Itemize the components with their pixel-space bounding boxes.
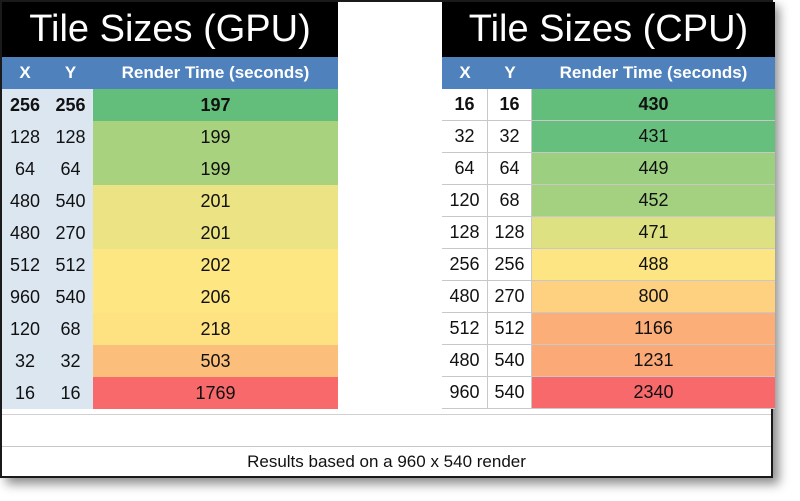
- gpu-header-x: X: [19, 63, 31, 82]
- cell-x: 256: [2, 89, 48, 121]
- cell-render-time: 199: [93, 153, 338, 185]
- table-row: 960 540 2340: [442, 377, 775, 409]
- table-row: 480 270 800: [442, 281, 775, 313]
- cell-y: 540: [488, 377, 532, 408]
- cell-render-time: 431: [532, 121, 775, 152]
- cell-render-time: 199: [93, 121, 338, 153]
- cell-y: 64: [48, 153, 93, 185]
- cell-x: 128: [2, 121, 48, 153]
- cell-render-time: 206: [93, 281, 338, 313]
- gpu-rows: 256 256 197 128 128 199 64 64 199 480 540 201 480 270…: [2, 89, 338, 409]
- cell-x: 256: [442, 249, 488, 280]
- cell-y: 64: [488, 153, 532, 184]
- cell-y: 256: [488, 249, 532, 280]
- cell-y: 68: [48, 313, 93, 345]
- table-row: 32 32 431: [442, 121, 775, 153]
- table-row: 128 128 471: [442, 217, 775, 249]
- table-row: 16 16 1769: [2, 377, 338, 409]
- table-row: 120 68 452: [442, 185, 775, 217]
- cell-x: 960: [442, 377, 488, 408]
- divider: [2, 414, 771, 415]
- cell-y: 256: [48, 89, 93, 121]
- gpu-title: Tile Sizes (GPU): [2, 2, 338, 57]
- cell-x: 64: [2, 153, 48, 185]
- cpu-header-row: X Y Render Time (seconds): [442, 57, 775, 89]
- table-row: 256 256 488: [442, 249, 775, 281]
- cell-x: 16: [442, 89, 488, 120]
- cell-x: 16: [2, 377, 48, 409]
- table-row: 960 540 206: [2, 281, 338, 313]
- table-row: 512 512 1166: [442, 313, 775, 345]
- cpu-panel: Tile Sizes (CPU) X Y Render Time (second…: [442, 2, 775, 409]
- cell-render-time: 201: [93, 217, 338, 249]
- cpu-header-y: Y: [504, 63, 516, 82]
- cell-x: 120: [2, 313, 48, 345]
- table-row: 64 64 199: [2, 153, 338, 185]
- table-row: 480 270 201: [2, 217, 338, 249]
- cell-y: 540: [48, 185, 93, 217]
- footer-note: Results based on a 960 x 540 render: [2, 446, 771, 477]
- cell-render-time: 503: [93, 345, 338, 377]
- table-row: 512 512 202: [2, 249, 338, 281]
- cell-render-time: 1769: [93, 377, 338, 409]
- cell-x: 64: [442, 153, 488, 184]
- cell-y: 32: [488, 121, 532, 152]
- table-row: 480 540 1231: [442, 345, 775, 377]
- cell-render-time: 1166: [532, 313, 775, 344]
- cell-x: 120: [442, 185, 488, 216]
- cell-y: 128: [488, 217, 532, 248]
- gpu-header-row: X Y Render Time (seconds): [2, 57, 338, 89]
- cell-render-time: 488: [532, 249, 775, 280]
- cell-render-time: 197: [93, 89, 338, 121]
- cell-x: 128: [442, 217, 488, 248]
- table-row: 120 68 218: [2, 313, 338, 345]
- cell-x: 480: [442, 345, 488, 376]
- cell-y: 270: [48, 217, 93, 249]
- table-row: 32 32 503: [2, 345, 338, 377]
- cell-x: 480: [2, 217, 48, 249]
- cell-x: 512: [442, 313, 488, 344]
- cpu-rows: 16 16 430 32 32 431 64 64 449 120 68 452 128 128 471 25…: [442, 89, 775, 409]
- cell-x: 960: [2, 281, 48, 313]
- cell-render-time: 452: [532, 185, 775, 216]
- cpu-header-time: Render Time (seconds): [559, 63, 748, 82]
- cell-y: 512: [488, 313, 532, 344]
- table-row: 256 256 197: [2, 89, 338, 121]
- cell-render-time: 800: [532, 281, 775, 312]
- cell-render-time: 218: [93, 313, 338, 345]
- gpu-panel: Tile Sizes (GPU) X Y Render Time (second…: [2, 2, 338, 409]
- cell-y: 270: [488, 281, 532, 312]
- cell-y: 32: [48, 345, 93, 377]
- gpu-header-y: Y: [64, 63, 77, 82]
- cell-x: 512: [2, 249, 48, 281]
- cell-render-time: 471: [532, 217, 775, 248]
- cell-x: 32: [2, 345, 48, 377]
- results-frame: Tile Sizes (GPU) X Y Render Time (second…: [0, 0, 775, 478]
- cpu-title: Tile Sizes (CPU): [442, 2, 775, 57]
- cell-y: 68: [488, 185, 532, 216]
- cell-render-time: 202: [93, 249, 338, 281]
- cell-render-time: 201: [93, 185, 338, 217]
- table-row: 64 64 449: [442, 153, 775, 185]
- table-row: 16 16 430: [442, 89, 775, 121]
- cell-render-time: 430: [532, 89, 775, 120]
- cell-y: 540: [48, 281, 93, 313]
- cpu-header-x: X: [459, 63, 471, 82]
- table-row: 128 128 199: [2, 121, 338, 153]
- cell-y: 540: [488, 345, 532, 376]
- cell-render-time: 1231: [532, 345, 775, 376]
- cell-render-time: 449: [532, 153, 775, 184]
- table-row: 480 540 201: [2, 185, 338, 217]
- gpu-header-time: Render Time (seconds): [121, 63, 310, 82]
- cell-y: 16: [48, 377, 93, 409]
- cell-x: 480: [442, 281, 488, 312]
- cell-x: 32: [442, 121, 488, 152]
- cell-render-time: 2340: [532, 377, 775, 408]
- cell-y: 512: [48, 249, 93, 281]
- cell-y: 16: [488, 89, 532, 120]
- cell-x: 480: [2, 185, 48, 217]
- cell-y: 128: [48, 121, 93, 153]
